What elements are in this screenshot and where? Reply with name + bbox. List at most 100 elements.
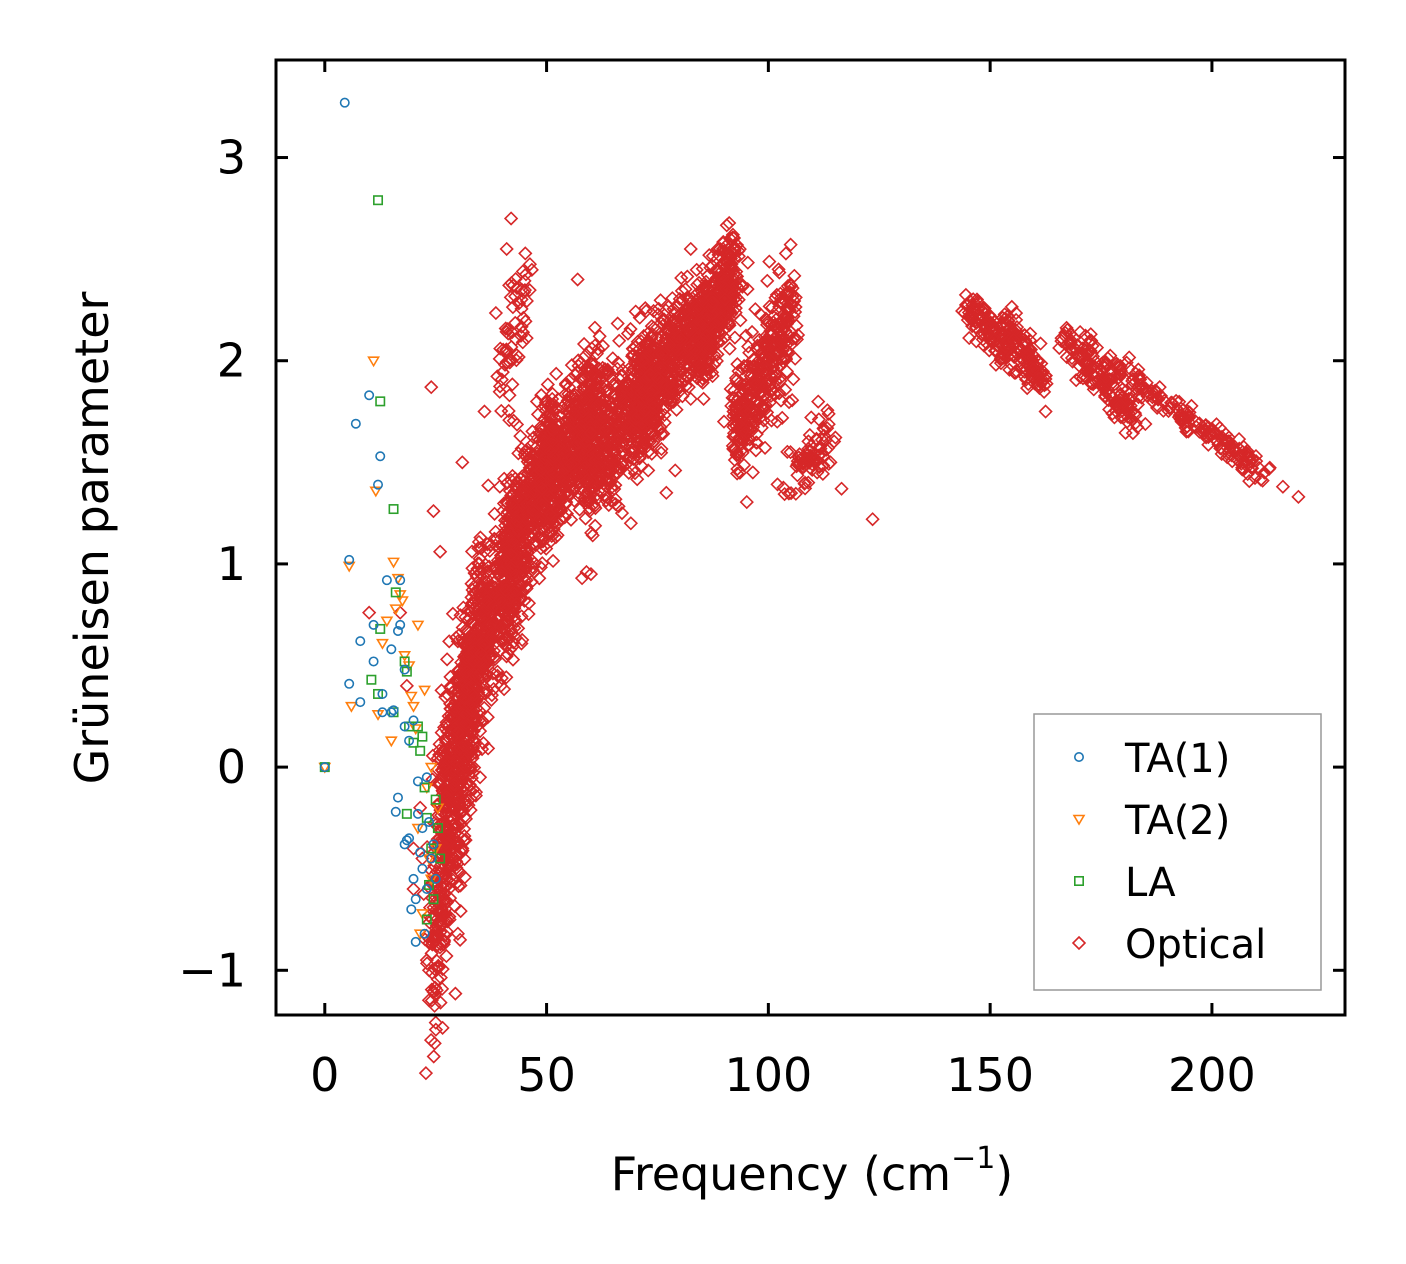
data-point-optical (527, 484, 543, 500)
data-point-optical (1101, 392, 1116, 408)
data-point-optical (562, 405, 578, 421)
data-point-optical (651, 301, 666, 316)
data-point-optical (717, 292, 733, 307)
data-point-optical (499, 342, 514, 357)
data-point-optical (791, 455, 806, 470)
data-point-optical (1125, 425, 1141, 441)
data-point-optical (543, 397, 558, 412)
data-point-optical (774, 329, 789, 344)
data-point-optical (516, 310, 531, 325)
data-point-optical (488, 524, 503, 539)
data-point-optical (796, 455, 811, 470)
data-point-optical (1181, 414, 1196, 429)
data-point-optical (439, 789, 454, 805)
data-point-optical (465, 582, 480, 598)
data-point-optical (625, 341, 640, 356)
data-point-optical (733, 313, 748, 328)
data-point-optical (458, 609, 473, 625)
data-point-optical (476, 735, 491, 751)
data-point-optical (601, 366, 616, 381)
data-point-optical (614, 505, 630, 521)
data-point-ta1 (392, 792, 403, 803)
data-point-optical (630, 378, 645, 393)
data-point-optical (699, 369, 714, 384)
data-point-optical (427, 858, 442, 873)
data-point-optical (602, 429, 617, 444)
data-point-optical (657, 366, 673, 381)
data-point-optical (1122, 392, 1137, 407)
data-point-optical (522, 257, 538, 272)
data-point-optical (778, 351, 794, 366)
data-point-optical (592, 329, 607, 344)
data-point-optical (706, 357, 722, 372)
data-point-optical (783, 445, 798, 460)
data-point-optical (740, 255, 755, 270)
data-point-optical (1113, 398, 1129, 413)
data-point-optical (603, 458, 618, 473)
data-point-optical (466, 724, 481, 739)
data-point-optical (704, 365, 720, 380)
data-point-ta1 (399, 721, 410, 732)
data-point-optical (834, 481, 849, 496)
data-point-optical (496, 342, 511, 357)
data-point-ta1 (426, 853, 437, 864)
data-point-optical (638, 300, 653, 316)
data-point-optical (495, 620, 510, 635)
data-point-optical (429, 924, 444, 939)
data-point-ta1 (373, 479, 384, 490)
data-point-optical (673, 357, 688, 372)
data-point-optical (468, 785, 484, 800)
data-point-optical (468, 630, 484, 645)
data-point-ta2 (407, 701, 420, 713)
data-point-optical (613, 463, 628, 478)
data-point-optical (1095, 355, 1111, 370)
data-point-optical (668, 306, 683, 321)
data-point-optical (480, 594, 495, 609)
data-point-optical (448, 986, 463, 1001)
data-point-optical (722, 215, 737, 231)
data-point-ta1 (355, 697, 366, 708)
data-point-optical (505, 652, 521, 667)
data-point-optical (688, 328, 703, 343)
data-point-optical (466, 579, 481, 594)
data-point-optical (437, 720, 452, 735)
data-point-optical (810, 465, 825, 480)
data-point-ta1 (388, 705, 399, 716)
data-point-optical (533, 508, 549, 523)
data-point-optical (598, 443, 614, 458)
data-point-optical (654, 340, 669, 355)
data-point-ta2 (404, 691, 418, 703)
data-point-optical (426, 503, 441, 519)
data-point-optical (514, 282, 530, 297)
data-point-optical (1128, 408, 1143, 423)
data-point-optical (675, 293, 690, 308)
data-point-optical (458, 691, 473, 706)
data-point-optical (609, 397, 624, 413)
data-point-optical (989, 333, 1004, 348)
data-point-optical (762, 254, 777, 269)
data-point-optical (498, 583, 513, 598)
data-point-optical (480, 564, 496, 579)
data-point-optical (1031, 370, 1046, 386)
data-point-optical (519, 578, 534, 594)
data-point-optical (429, 775, 445, 790)
data-point-optical (1122, 361, 1137, 376)
data-point-optical (516, 551, 531, 566)
data-point-optical (513, 428, 528, 444)
data-point-optical (471, 534, 487, 550)
data-point-optical (786, 372, 801, 387)
data-point-optical (1063, 333, 1079, 348)
data-point-optical (727, 452, 742, 468)
data-point-optical (468, 586, 483, 602)
data-point-optical (634, 458, 649, 474)
data-point-optical (1090, 366, 1105, 382)
data-point-optical (472, 565, 487, 581)
data-point-optical (514, 584, 530, 599)
data-point-optical (436, 759, 451, 775)
data-point-optical (557, 461, 573, 476)
data-point-optical (997, 319, 1012, 335)
data-point-ta2 (369, 486, 383, 498)
data-point-optical (452, 932, 468, 947)
data-point-la (417, 731, 428, 742)
data-point-optical (1017, 328, 1032, 343)
